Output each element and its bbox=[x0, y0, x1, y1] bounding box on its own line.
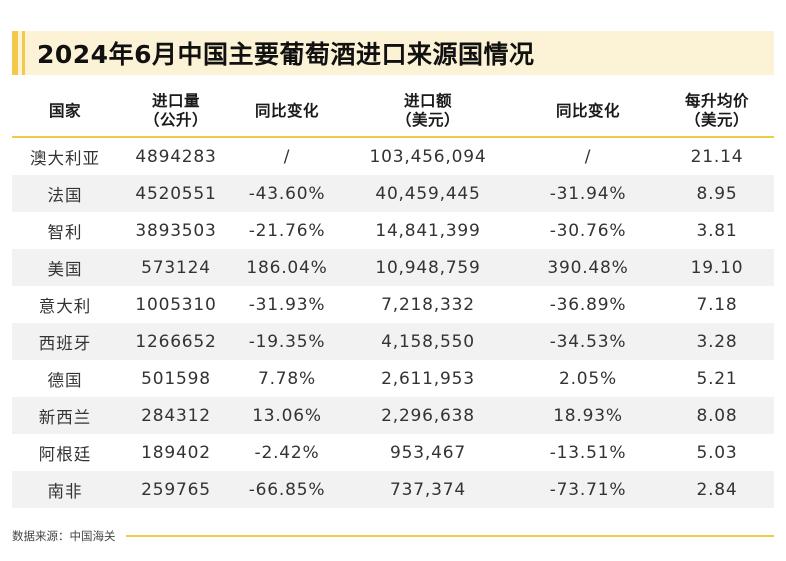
cell-country: 德国 bbox=[47, 370, 83, 390]
cell-volume-yoy: 186.04% bbox=[246, 257, 328, 278]
table-row: 澳大利亚 4894283 / 103,456,094 / 21.14 bbox=[12, 138, 774, 175]
cell-value: 4,158,550 bbox=[381, 331, 475, 352]
table-row: 智利 3893503 -21.76% 14,841,399 -30.76% 3.81 bbox=[12, 212, 774, 249]
cell-unit-price: 5.21 bbox=[696, 368, 738, 389]
header-country: 国家 bbox=[48, 101, 81, 120]
header-volume-yoy: 同比变化 bbox=[254, 101, 319, 120]
cell-volume: 573124 bbox=[141, 257, 211, 278]
cell-volume: 284312 bbox=[141, 405, 211, 426]
header-value-yoy: 同比变化 bbox=[555, 101, 620, 120]
footer-divider bbox=[125, 535, 774, 537]
cell-volume-yoy: -66.85% bbox=[248, 479, 326, 500]
cell-value: 14,841,399 bbox=[375, 220, 481, 241]
header-volume-label: 进口量 bbox=[151, 92, 200, 110]
cell-value-yoy: -36.89% bbox=[549, 294, 627, 315]
cell-value: 7,218,332 bbox=[381, 294, 475, 315]
cell-value: 10,948,759 bbox=[375, 257, 481, 278]
table-row: 意大利 1005310 -31.93% 7,218,332 -36.89% 7.18 bbox=[12, 286, 774, 323]
table-row: 德国 501598 7.78% 2,611,953 2.05% 5.21 bbox=[12, 360, 774, 397]
cell-value: 737,374 bbox=[390, 479, 466, 500]
cell-unit-price: 2.84 bbox=[696, 479, 738, 500]
cell-unit-price: 3.81 bbox=[696, 220, 738, 241]
cell-value: 2,611,953 bbox=[381, 368, 475, 389]
cell-volume-yoy: -2.42% bbox=[254, 442, 320, 463]
cell-value-yoy: / bbox=[584, 146, 592, 167]
cell-value-yoy: 2.05% bbox=[558, 368, 617, 389]
cell-volume: 1005310 bbox=[135, 294, 217, 315]
table-row: 西班牙 1266652 -19.35% 4,158,550 -34.53% 3.28 bbox=[12, 323, 774, 360]
cell-volume: 259765 bbox=[141, 479, 211, 500]
cell-country: 美国 bbox=[47, 259, 83, 279]
header-unit-price: 每升均价 （美元） bbox=[660, 92, 774, 130]
table-row: 法国 4520551 -43.60% 40,459,445 -31.94% 8.95 bbox=[12, 175, 774, 212]
cell-value-yoy: -13.51% bbox=[549, 442, 627, 463]
cell-country: 澳大利亚 bbox=[30, 148, 100, 168]
table-row: 新西兰 284312 13.06% 2,296,638 18.93% 8.08 bbox=[12, 397, 774, 434]
header-value: 进口额 （美元） bbox=[340, 92, 516, 130]
cell-country: 新西兰 bbox=[38, 407, 92, 427]
cell-volume-yoy: / bbox=[283, 146, 291, 167]
title-bar: 2024年6月中国主要葡萄酒进口来源国情况 bbox=[12, 31, 774, 75]
table-row: 阿根廷 189402 -2.42% 953,467 -13.51% 5.03 bbox=[12, 434, 774, 471]
cell-unit-price: 21.14 bbox=[690, 146, 744, 167]
cell-volume-yoy: -31.93% bbox=[248, 294, 326, 315]
cell-value: 40,459,445 bbox=[375, 183, 481, 204]
cell-volume-yoy: 7.78% bbox=[257, 368, 316, 389]
wine-import-table: 国家 进口量 （公升） 同比变化 进口额 （美元） 同比变化 每升均价 （美元）… bbox=[12, 86, 774, 508]
cell-volume-yoy: -21.76% bbox=[248, 220, 326, 241]
cell-unit-price: 5.03 bbox=[696, 442, 738, 463]
header-unit-price-unit: （美元） bbox=[684, 111, 749, 129]
cell-volume-yoy: -43.60% bbox=[248, 183, 326, 204]
header-volume: 进口量 （公升） bbox=[118, 92, 234, 130]
cell-country: 南非 bbox=[47, 481, 83, 501]
cell-country: 法国 bbox=[47, 185, 83, 205]
cell-volume: 4894283 bbox=[135, 146, 217, 167]
header-value-unit: （美元） bbox=[395, 111, 460, 129]
cell-volume: 4520551 bbox=[135, 183, 217, 204]
cell-volume-yoy: -19.35% bbox=[248, 331, 326, 352]
cell-volume: 189402 bbox=[141, 442, 211, 463]
cell-volume: 3893503 bbox=[135, 220, 217, 241]
table-row: 美国 573124 186.04% 10,948,759 390.48% 19.10 bbox=[12, 249, 774, 286]
cell-unit-price: 7.18 bbox=[696, 294, 738, 315]
cell-value-yoy: -31.94% bbox=[549, 183, 627, 204]
header-volume-unit: （公升） bbox=[143, 111, 208, 129]
cell-value-yoy: -30.76% bbox=[549, 220, 627, 241]
page-title: 2024年6月中国主要葡萄酒进口来源国情况 bbox=[37, 40, 535, 69]
cell-volume-yoy: 13.06% bbox=[252, 405, 322, 426]
table-header: 国家 进口量 （公升） 同比变化 进口额 （美元） 同比变化 每升均价 （美元） bbox=[12, 86, 774, 138]
source-note: 数据来源：中国海关 bbox=[12, 529, 116, 543]
cell-unit-price: 19.10 bbox=[690, 257, 744, 278]
cell-unit-price: 8.08 bbox=[696, 405, 738, 426]
cell-country: 西班牙 bbox=[38, 333, 92, 353]
cell-country: 阿根廷 bbox=[38, 444, 92, 464]
cell-value: 2,296,638 bbox=[381, 405, 475, 426]
table-body: 澳大利亚 4894283 / 103,456,094 / 21.14 法国 4520551 -4… bbox=[12, 138, 774, 508]
cell-value-yoy: -73.71% bbox=[549, 479, 627, 500]
header-value-label: 进口额 bbox=[403, 92, 452, 110]
cell-value-yoy: 18.93% bbox=[553, 405, 623, 426]
title-accent-bar bbox=[12, 31, 18, 75]
cell-volume: 501598 bbox=[141, 368, 211, 389]
cell-value: 953,467 bbox=[390, 442, 466, 463]
title-accent-bar-thin bbox=[22, 31, 25, 75]
cell-unit-price: 8.95 bbox=[696, 183, 738, 204]
cell-value-yoy: -34.53% bbox=[549, 331, 627, 352]
footer: 数据来源：中国海关 bbox=[12, 528, 774, 544]
cell-volume: 1266652 bbox=[135, 331, 217, 352]
header-unit-price-label: 每升均价 bbox=[684, 92, 749, 110]
cell-unit-price: 3.28 bbox=[696, 331, 738, 352]
cell-country: 意大利 bbox=[38, 296, 92, 316]
cell-value: 103,456,094 bbox=[369, 146, 487, 167]
table-row: 南非 259765 -66.85% 737,374 -73.71% 2.84 bbox=[12, 471, 774, 508]
cell-country: 智利 bbox=[47, 222, 83, 242]
cell-value-yoy: 390.48% bbox=[547, 257, 629, 278]
